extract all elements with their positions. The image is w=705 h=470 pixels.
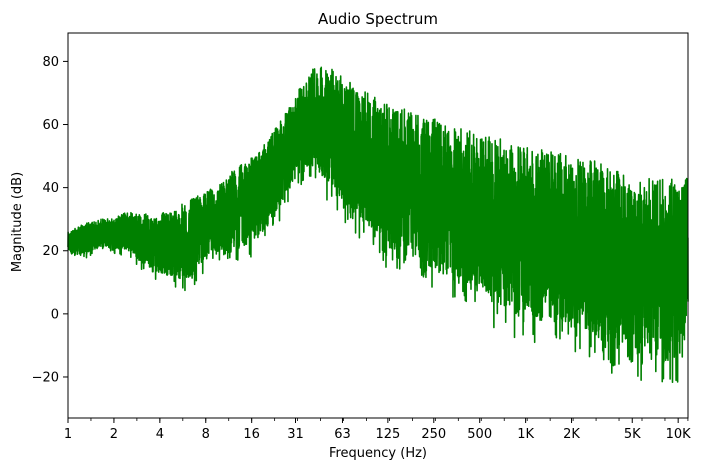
x-tick-label: 4 — [156, 427, 164, 442]
y-axis-title: Magnitude (dB) — [10, 172, 25, 272]
x-tick-label: 1 — [64, 427, 72, 442]
plot-frame — [67, 32, 689, 419]
x-tick-label: 8 — [202, 427, 210, 442]
y-tick-label: −20 — [32, 370, 59, 385]
x-tick-label: 10K — [666, 427, 692, 442]
x-tick-label: 250 — [421, 427, 446, 442]
x-tick-label: 2 — [110, 427, 118, 442]
x-axis-title: Frequency (Hz) — [329, 446, 427, 461]
x-tick-label: 1K — [517, 427, 534, 442]
chart-title: Audio Spectrum — [318, 10, 438, 28]
y-tick-label: 40 — [42, 181, 59, 196]
spectrum-line — [67, 66, 689, 383]
plot-area — [67, 66, 689, 383]
x-tick-label: 125 — [375, 427, 400, 442]
x-tick-label: 31 — [287, 427, 304, 442]
x-tick-label: 2K — [563, 427, 580, 442]
x-tick-label: 63 — [334, 427, 351, 442]
x-axis-ticks: 1 2 4 8 16 31 63 125 250 500 1K 2K 5K 10K — [64, 418, 691, 442]
x-tick-label: 5K — [624, 427, 641, 442]
y-tick-label: 80 — [42, 55, 59, 70]
x-tick-label: 500 — [467, 427, 492, 442]
y-tick-label: 60 — [42, 118, 59, 133]
y-tick-label: 0 — [51, 307, 59, 322]
x-tick-label: 16 — [243, 427, 260, 442]
y-tick-label: 20 — [42, 244, 59, 259]
y-axis-ticks: −20 0 20 40 60 80 — [32, 55, 68, 385]
